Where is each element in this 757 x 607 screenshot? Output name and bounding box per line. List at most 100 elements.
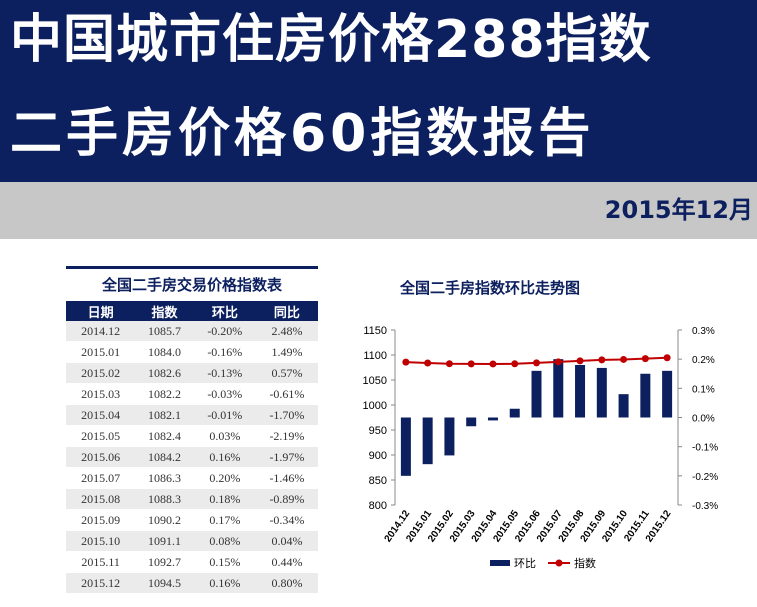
- cell-mom: 0.18%: [193, 488, 256, 510]
- report-title-line2: 二手房价格60指数报告: [10, 104, 595, 164]
- cell-yoy: -2.19%: [255, 425, 318, 447]
- table-row: 2015.02 1082.6 -0.13% 0.57%: [66, 362, 318, 384]
- right-tick-label: 0.0%: [692, 414, 715, 425]
- cell-mom: -0.13%: [193, 362, 256, 384]
- left-tick-label: 850: [369, 475, 387, 487]
- cell-index: 1086.3: [135, 467, 194, 489]
- cell-date: 2015.01: [66, 341, 136, 363]
- bar-mom: [466, 417, 477, 427]
- report-title-line1: 中国城市住房价格288指数: [10, 10, 652, 70]
- cell-yoy: 0.44%: [255, 551, 318, 573]
- index-point: [641, 355, 649, 363]
- bar-mom: [596, 367, 607, 418]
- cell-mom: 0.08%: [193, 530, 256, 552]
- cell-mom: -0.20%: [193, 321, 256, 342]
- cell-yoy: -0.34%: [255, 509, 318, 531]
- bar-mom: [531, 370, 542, 418]
- table-body: 2014.12 1085.7 -0.20% 2.48% 2015.01 1084.0 -0.…: [66, 321, 318, 594]
- cell-date: 2015.11: [66, 551, 136, 573]
- legend-label-index: 指数: [574, 556, 596, 570]
- index-point: [598, 356, 606, 364]
- cell-date: 2015.08: [66, 488, 136, 510]
- index-point: [511, 360, 519, 368]
- table-row: 2015.01 1084.0 -0.16% 1.49%: [66, 341, 318, 363]
- cell-date: 2014.12: [66, 321, 136, 342]
- table-row: 2015.05 1082.4 0.03% -2.19%: [66, 425, 318, 447]
- cell-mom: 0.03%: [193, 425, 256, 447]
- table-row: 2015.03 1082.2 -0.03% -0.61%: [66, 383, 318, 405]
- cell-index: 1084.0: [135, 341, 194, 363]
- cell-yoy: 1.49%: [255, 341, 318, 363]
- index-point: [576, 357, 584, 365]
- table-row: 2015.06 1084.2 0.16% -1.97%: [66, 446, 318, 468]
- cell-index: 1085.7: [135, 321, 194, 342]
- bar-mom: [509, 408, 520, 418]
- right-tick-label: 0.3%: [692, 326, 715, 337]
- cell-date: 2015.07: [66, 467, 136, 489]
- table-row: 2015.12 1094.5 0.16% 0.80%: [66, 572, 318, 594]
- table-row: 2015.11 1092.7 0.15% 0.44%: [66, 551, 318, 573]
- cell-date: 2015.05: [66, 425, 136, 447]
- bar-mom: [640, 373, 651, 418]
- cell-index: 1088.3: [135, 488, 194, 510]
- cell-index: 1082.4: [135, 425, 194, 447]
- bar-mom: [662, 370, 673, 418]
- legend-label-mom: 环比: [514, 557, 536, 570]
- bar-mom: [553, 359, 564, 418]
- cell-index: 1082.6: [135, 362, 194, 384]
- cell-index: 1082.1: [135, 404, 194, 426]
- right-tick-label: -0.3%: [692, 501, 718, 512]
- cell-date: 2015.12: [66, 572, 136, 594]
- index-point: [402, 358, 410, 366]
- table-row: 2014.12 1085.7 -0.20% 2.48%: [66, 321, 318, 342]
- cell-date: 2015.02: [66, 362, 136, 384]
- cell-index: 1091.1: [135, 530, 194, 552]
- column-header-yoy: 同比: [255, 301, 318, 321]
- cell-index: 1094.5: [135, 572, 194, 594]
- cell-index: 1084.2: [135, 446, 194, 468]
- cell-yoy: -0.89%: [255, 488, 318, 510]
- cell-mom: 0.16%: [193, 446, 256, 468]
- left-tick-label: 1150: [363, 325, 387, 337]
- left-tick-label: 800: [369, 500, 387, 512]
- cell-date: 2015.10: [66, 530, 136, 552]
- cell-mom: -0.01%: [193, 404, 256, 426]
- left-tick-label: 1100: [363, 350, 387, 362]
- index-table-panel: 全国二手房交易价格指数表 日期 指数 环比 同比 2014.12 1085.7 -0…: [66, 266, 318, 594]
- table-row: 2015.09 1090.2 0.17% -0.34%: [66, 509, 318, 531]
- legend-swatch-bar: [490, 560, 510, 566]
- cell-date: 2015.09: [66, 509, 136, 531]
- bar-mom: [487, 417, 498, 421]
- cell-mom: -0.16%: [193, 341, 256, 363]
- right-tick-label: 0.2%: [692, 355, 715, 366]
- bar-mom: [422, 417, 433, 465]
- cell-yoy: -0.61%: [255, 383, 318, 405]
- cell-yoy: 2.48%: [255, 321, 318, 342]
- table-top-rule: [66, 266, 318, 269]
- left-tick-label: 1000: [363, 400, 387, 412]
- column-header-index: 指数: [135, 301, 194, 321]
- left-tick-label: 1050: [363, 375, 387, 387]
- left-tick-label: 950: [369, 425, 387, 437]
- index-table: 日期 指数 环比 同比 2014.12 1085.7 -0.20% 2.48% 2015…: [66, 301, 318, 594]
- bar-mom: [444, 417, 455, 456]
- index-point: [445, 360, 453, 368]
- legend-swatch-point: [555, 559, 563, 567]
- index-point: [467, 360, 475, 368]
- cell-mom: -0.03%: [193, 383, 256, 405]
- cell-mom: 0.17%: [193, 509, 256, 531]
- cell-mom: 0.16%: [193, 572, 256, 594]
- cell-date: 2015.06: [66, 446, 136, 468]
- date-band: 2015年12月: [0, 182, 757, 239]
- table-header-row: 日期 指数 环比 同比: [66, 301, 318, 321]
- cell-date: 2015.04: [66, 404, 136, 426]
- index-point: [489, 360, 497, 368]
- chart-title: 全国二手房指数环比走势图: [400, 279, 581, 297]
- right-tick-label: 0.1%: [692, 384, 715, 395]
- cell-mom: 0.20%: [193, 467, 256, 489]
- table-title: 全国二手房交易价格指数表: [101, 276, 282, 294]
- cell-yoy: -1.97%: [255, 446, 318, 468]
- index-point: [663, 354, 671, 362]
- cell-date: 2015.03: [66, 383, 136, 405]
- cell-index: 1090.2: [135, 509, 194, 531]
